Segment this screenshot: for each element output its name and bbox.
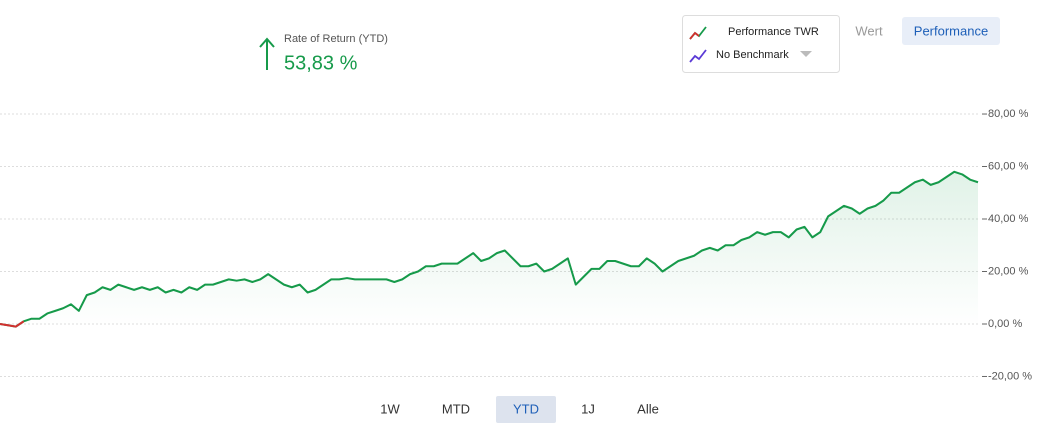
range-button-bg[interactable] [496,396,556,423]
legend-entry: Performance TWR [728,26,819,38]
y-tick-label: 40,00 % [988,213,1029,225]
return-value: 53,83 % [284,52,358,74]
range-button[interactable]: 1W [380,401,400,416]
y-tick-label: 80,00 % [988,108,1029,120]
dropdown-arrow[interactable] [800,51,812,57]
view-button[interactable]: Performance [914,23,988,38]
range-button[interactable]: Alle [637,401,659,416]
return-arrow [259,37,275,70]
view-button-bg[interactable] [902,17,1000,45]
y-tick-label: 0,00 % [988,318,1022,330]
legend-icon[interactable] [689,49,707,63]
area [0,171,978,327]
y-tick-label: 20,00 % [988,265,1029,277]
benchmark-select[interactable]: No Benchmark [716,49,789,61]
return-label: Rate of Return (YTD) [284,33,388,45]
range-button[interactable]: YTD [513,401,539,416]
range-button[interactable]: MTD [442,401,470,416]
negative-line [0,320,25,328]
y-tick-label: -20,00 % [988,370,1032,382]
range-button[interactable]: 1J [581,401,595,416]
y-tick-label: 60,00 % [988,160,1029,172]
line [0,170,979,328]
legend-box [682,15,840,73]
legend-icon [689,31,700,40]
view-button[interactable]: Wert [855,23,883,38]
